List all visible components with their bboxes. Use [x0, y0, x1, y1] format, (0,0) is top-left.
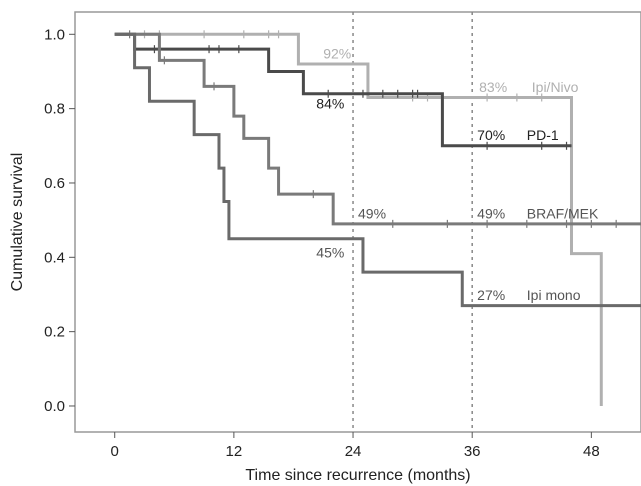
y-tick-label: 0.0: [44, 398, 65, 415]
annotation-label: BRAF/MEK: [527, 205, 599, 221]
y-tick-label: 0.6: [44, 175, 65, 192]
annotation-label: 83%: [479, 79, 507, 95]
y-tick-label: 0.2: [44, 324, 65, 341]
y-tick-label: 0.4: [44, 249, 65, 266]
x-tick-label: 0: [111, 443, 119, 460]
annotation-label: 70%: [477, 127, 505, 143]
series-line-ipi-mono: [114, 32, 641, 308]
annotation-label: PD-1: [527, 127, 559, 143]
x-tick-label: 36: [464, 443, 481, 460]
annotation-label: 49%: [358, 205, 386, 221]
annotation-label: 45%: [316, 244, 344, 260]
series-line-ipi-nivo: [114, 32, 603, 406]
x-tick-label: 24: [345, 443, 362, 460]
x-tick-label: 48: [583, 443, 600, 460]
annotation-label: Ipi mono: [527, 287, 581, 303]
annotation-label: 27%: [477, 287, 505, 303]
y-tick-label: 1.0: [44, 26, 65, 43]
annotation-label: 49%: [477, 205, 505, 221]
annotation-label: 92%: [323, 45, 351, 61]
y-axis-label: Cumulative survival: [9, 153, 26, 292]
plot-area: [74, 11, 641, 433]
x-axis-label: Time since recurrence (months): [245, 467, 470, 484]
series-line-braf-mek: [114, 32, 641, 226]
annotation-label: 84%: [316, 96, 344, 112]
y-tick-label: 0.8: [44, 101, 65, 118]
annotation-label: Ipi/Nivo: [532, 79, 579, 95]
x-tick-label: 12: [226, 443, 243, 460]
